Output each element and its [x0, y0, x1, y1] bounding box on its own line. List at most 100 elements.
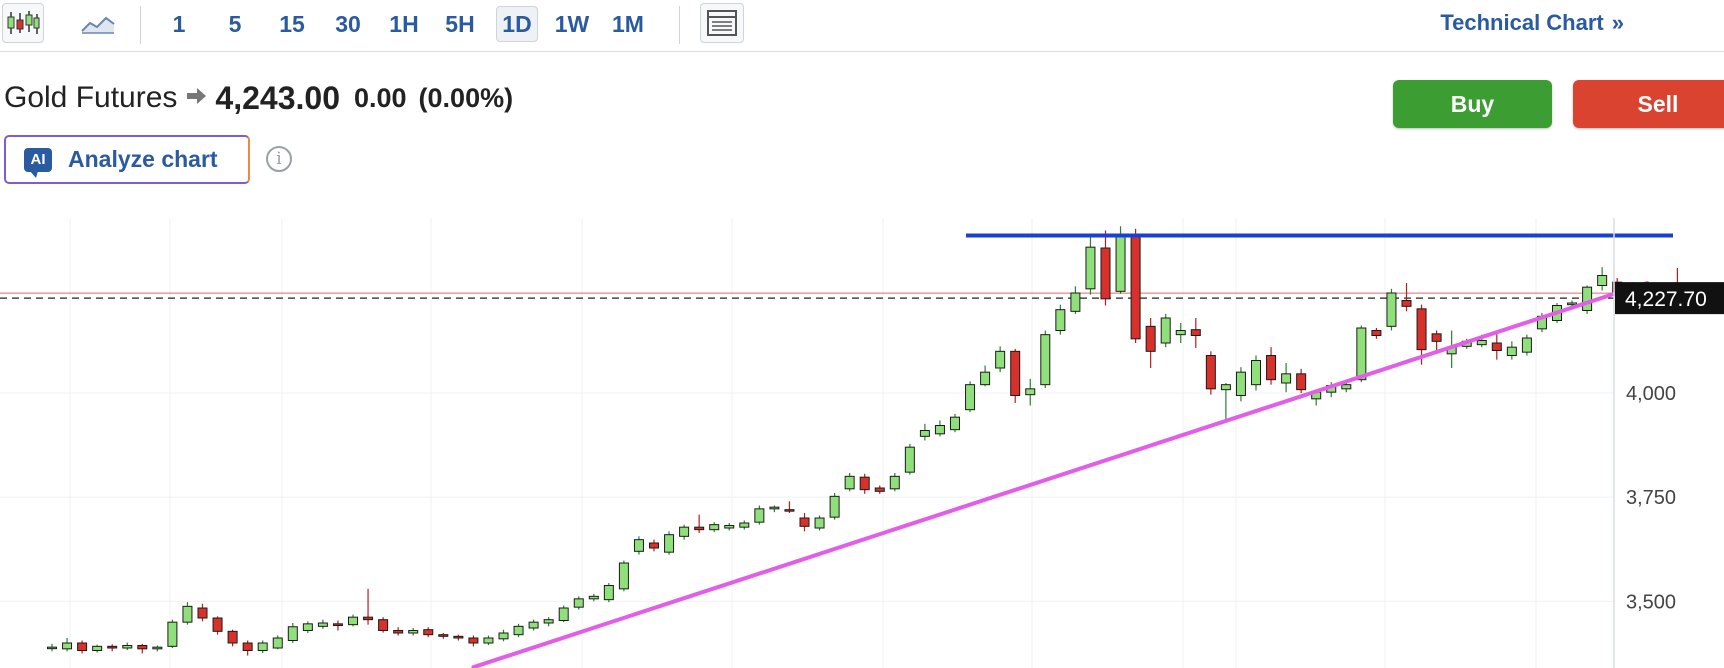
candle[interactable] — [603, 583, 614, 603]
area-chart-button[interactable] — [78, 3, 118, 43]
candle[interactable] — [1266, 347, 1277, 385]
candle[interactable] — [814, 515, 825, 531]
candle[interactable] — [649, 539, 659, 552]
candle[interactable] — [1010, 348, 1021, 403]
candle[interactable] — [47, 643, 57, 652]
candle[interactable] — [287, 623, 298, 643]
timeframe-30[interactable]: 30 — [335, 10, 361, 37]
candle[interactable] — [197, 603, 208, 622]
candle[interactable] — [724, 523, 735, 531]
candle[interactable] — [558, 605, 569, 623]
candle[interactable] — [137, 643, 148, 654]
candle[interactable] — [1296, 368, 1307, 393]
candle[interactable] — [317, 619, 328, 629]
candle[interactable] — [1235, 367, 1246, 402]
candle[interactable] — [167, 619, 178, 648]
candle[interactable] — [1085, 236, 1096, 295]
candle[interactable] — [1025, 378, 1036, 406]
candles[interactable] — [47, 226, 1683, 656]
candle[interactable] — [709, 522, 720, 533]
candle[interactable] — [378, 617, 389, 633]
candle[interactable] — [483, 635, 494, 646]
candle[interactable] — [92, 644, 103, 653]
candle[interactable] — [694, 514, 705, 533]
info-icon[interactable]: i — [266, 146, 292, 172]
sell-button[interactable]: Sell — [1573, 80, 1724, 128]
candle[interactable] — [980, 365, 991, 387]
candle[interactable] — [182, 602, 193, 625]
candle[interactable] — [543, 617, 554, 627]
candle[interactable] — [965, 381, 976, 413]
candle[interactable] — [784, 501, 795, 513]
candle[interactable] — [1401, 283, 1412, 312]
candle[interactable] — [1100, 230, 1111, 306]
candle[interactable] — [242, 640, 253, 656]
candle[interactable] — [1040, 330, 1051, 389]
candle[interactable] — [934, 420, 945, 437]
candle[interactable] — [919, 423, 930, 441]
candle[interactable] — [1220, 383, 1231, 423]
candle[interactable] — [453, 634, 464, 641]
candle[interactable] — [829, 493, 840, 520]
candle[interactable] — [498, 629, 509, 642]
candle[interactable] — [302, 621, 313, 633]
technical-chart-link[interactable]: Technical Chart » — [1440, 10, 1624, 36]
candle[interactable] — [588, 593, 599, 602]
candle[interactable] — [1190, 318, 1201, 348]
candle[interactable] — [152, 645, 163, 652]
candle[interactable] — [1491, 333, 1502, 360]
chart-drawings[interactable] — [471, 233, 1673, 668]
candle[interactable] — [438, 633, 449, 639]
candle[interactable] — [1582, 285, 1593, 314]
candle[interactable] — [122, 642, 133, 651]
candle[interactable] — [77, 640, 88, 654]
candle[interactable] — [1356, 325, 1367, 383]
timeframe-5h[interactable]: 5H — [445, 10, 475, 37]
candle[interactable] — [212, 616, 223, 635]
candle[interactable] — [859, 473, 870, 494]
candle[interactable] — [769, 505, 780, 513]
candle[interactable] — [754, 505, 765, 525]
buy-button[interactable]: Buy — [1393, 80, 1552, 128]
candlestick-chart-button[interactable] — [2, 3, 44, 43]
candle[interactable] — [1386, 288, 1397, 331]
candle[interactable] — [62, 638, 73, 652]
candle[interactable] — [408, 628, 419, 636]
candle[interactable] — [528, 619, 539, 631]
candle[interactable] — [1160, 313, 1171, 348]
candle[interactable] — [844, 473, 855, 492]
candle[interactable] — [227, 629, 238, 647]
candle[interactable] — [1175, 323, 1186, 343]
candle[interactable] — [1070, 286, 1081, 314]
candle[interactable] — [1506, 341, 1517, 360]
candle[interactable] — [272, 635, 283, 650]
candle[interactable] — [1055, 304, 1066, 335]
candle[interactable] — [1145, 318, 1156, 368]
support-trend-line[interactable] — [471, 281, 1650, 668]
candle[interactable] — [664, 531, 675, 555]
candle[interactable] — [633, 536, 644, 555]
analyze-chart-button[interactable]: AI Analyze chart — [4, 135, 250, 184]
timeframe-1w[interactable]: 1W — [554, 10, 590, 37]
candle[interactable] — [618, 560, 629, 592]
candle[interactable] — [107, 644, 118, 652]
candle[interactable] — [1521, 334, 1532, 356]
candle[interactable] — [1431, 330, 1442, 352]
timeframe-1m[interactable]: 1M — [612, 10, 644, 37]
timeframe-1d[interactable]: 1D — [496, 6, 538, 42]
candle[interactable] — [363, 588, 374, 625]
candle[interactable] — [1281, 363, 1292, 393]
candle[interactable] — [889, 473, 900, 492]
candle[interactable] — [513, 623, 524, 638]
candle[interactable] — [423, 627, 434, 638]
candle[interactable] — [799, 513, 810, 532]
candle[interactable] — [995, 346, 1006, 373]
candle[interactable] — [1251, 355, 1261, 391]
candle[interactable] — [1416, 304, 1427, 365]
candle[interactable] — [950, 413, 960, 433]
candle[interactable] — [1597, 267, 1608, 291]
candle[interactable] — [332, 620, 343, 631]
candle[interactable] — [468, 635, 479, 647]
candle[interactable] — [739, 520, 750, 530]
